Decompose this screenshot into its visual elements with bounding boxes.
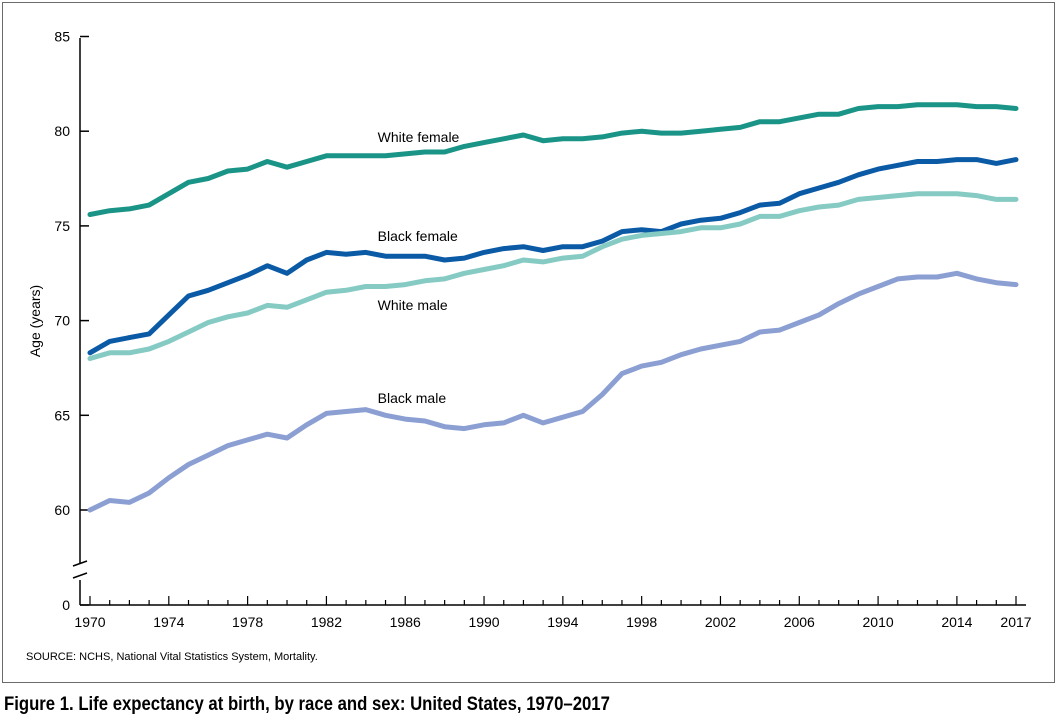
y-tick-label: 0 [62,597,70,613]
x-tick-label: 2010 [863,614,894,630]
series-lines [87,102,1019,513]
x-tick-label: 1994 [547,614,578,630]
y-axis: 0 60 65 70 75 80 85 [54,29,89,613]
x-tick-label: 1978 [232,614,263,630]
x-tick-label: 1998 [626,614,657,630]
x-tick-label: 1990 [468,614,499,630]
y-axis-title: Age (years) [27,285,43,357]
source-note: SOURCE: NCHS, National Vital Statistics … [26,651,318,663]
y-tick-label: 75 [54,218,70,234]
x-tick-label: 2006 [784,614,815,630]
x-tick-label: 1986 [390,614,421,630]
series-line-black-male [87,270,1019,513]
figure-caption: Figure 1. Life expectancy at birth, by r… [4,694,610,715]
series-label-black-male: Black male [378,390,447,406]
series-label-white-female: White female [378,129,460,145]
x-tick-label: 1974 [153,614,184,630]
y-tick-label: 70 [54,313,70,329]
chart-frame [2,2,1055,683]
series-line-white-male [87,191,1019,361]
series-labels: White female Black female White male Black … [378,129,460,406]
x-tick-label: 2002 [705,614,736,630]
x-tick-label: 2014 [941,614,972,630]
y-tick-label: 60 [54,502,70,518]
x-tick-label: 1982 [311,614,342,630]
series-label-black-female: Black female [378,228,458,244]
x-tick-label: 1970 [74,614,105,630]
axis-break-mark [72,560,88,579]
x-tick-label: 2017 [1000,614,1031,630]
y-tick-label: 85 [54,29,70,45]
series-line-white-female [87,102,1019,217]
x-axis: 1970 1974 1978 1982 1986 1990 1994 1998 2002 2006… [74,596,1032,630]
series-line-black-female [87,157,1019,356]
y-tick-label: 65 [54,407,70,423]
series-label-white-male: White male [378,297,448,313]
y-tick-label: 80 [54,123,70,139]
